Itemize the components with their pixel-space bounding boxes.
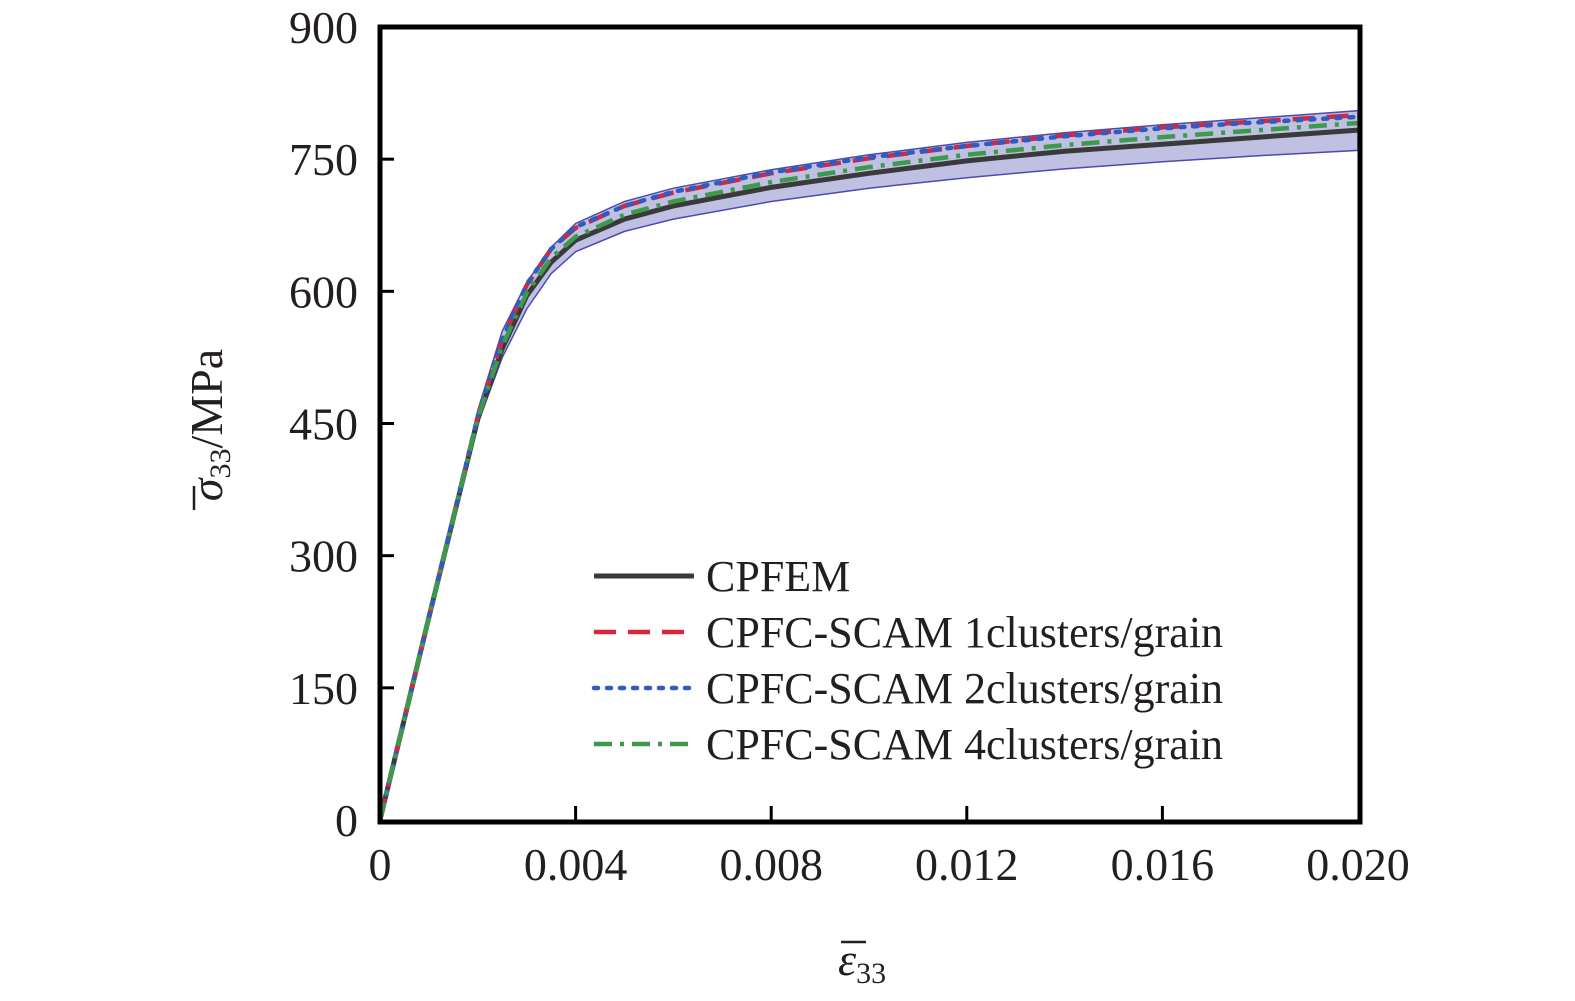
y-axis-subscript: 33: [204, 449, 237, 479]
legend-label-cpfc-scam-2clusters-grain: CPFC-SCAM 2clusters/grain: [706, 664, 1223, 713]
y-axis-symbol: σ: [181, 476, 232, 501]
tick-layer: [380, 157, 1164, 820]
svg-text:σ33/MPa: σ33/MPa: [181, 349, 237, 501]
x-tick-label: 0.012: [915, 839, 1019, 890]
x-tick-labels: 0 0.004 0.008 0.012 0.016 0.020: [369, 839, 1410, 890]
series-line-cpfc-scam-4clusters-grain: [377, 120, 1359, 821]
series-line-cpfc-scam-1clusters-grain: [377, 112, 1359, 821]
y-tick-label: 300: [289, 531, 358, 582]
svg-text:ε33: ε33: [838, 934, 886, 990]
y-tick-label: 0: [335, 795, 358, 846]
x-axis-subscript: 33: [856, 957, 886, 990]
x-axis-title: ε33: [838, 934, 886, 990]
y-axis-unit: /MPa: [181, 349, 232, 449]
legend-label-cpfem: CPFEM: [706, 552, 850, 601]
y-tick-label: 450: [289, 399, 358, 450]
legend-label-cpfc-scam-1clusters-grain: CPFC-SCAM 1clusters/grain: [706, 608, 1223, 657]
series-line-cpfc-scam-2clusters-grain: [377, 114, 1361, 823]
legend: CPFEM CPFC-SCAM 1clusters/grain CPFC-SCAM …: [591, 552, 1223, 769]
x-tick-label: 0: [369, 839, 392, 890]
series-line-cpfem: [377, 127, 1359, 821]
x-tick-label: 0.020: [1306, 839, 1410, 890]
y-axis-title: σ33/MPa: [181, 349, 237, 510]
confidence-band: [379, 109, 1359, 821]
x-axis-symbol: ε: [838, 934, 857, 985]
series-layer: [377, 112, 1361, 823]
y-tick-label: 600: [289, 266, 358, 317]
y-tick-labels: 0 150 300 450 600 750 900: [289, 2, 358, 846]
x-tick-label: 0.008: [719, 839, 823, 890]
y-tick-label: 750: [289, 134, 358, 185]
confidence-band-layer: [379, 109, 1359, 821]
x-tick-label: 0.016: [1111, 839, 1215, 890]
x-tick-label: 0.004: [524, 839, 628, 890]
y-tick-label: 150: [289, 663, 358, 714]
legend-label-cpfc-scam-4clusters-grain: CPFC-SCAM 4clusters/grain: [706, 720, 1223, 769]
y-tick-label: 900: [289, 2, 358, 53]
